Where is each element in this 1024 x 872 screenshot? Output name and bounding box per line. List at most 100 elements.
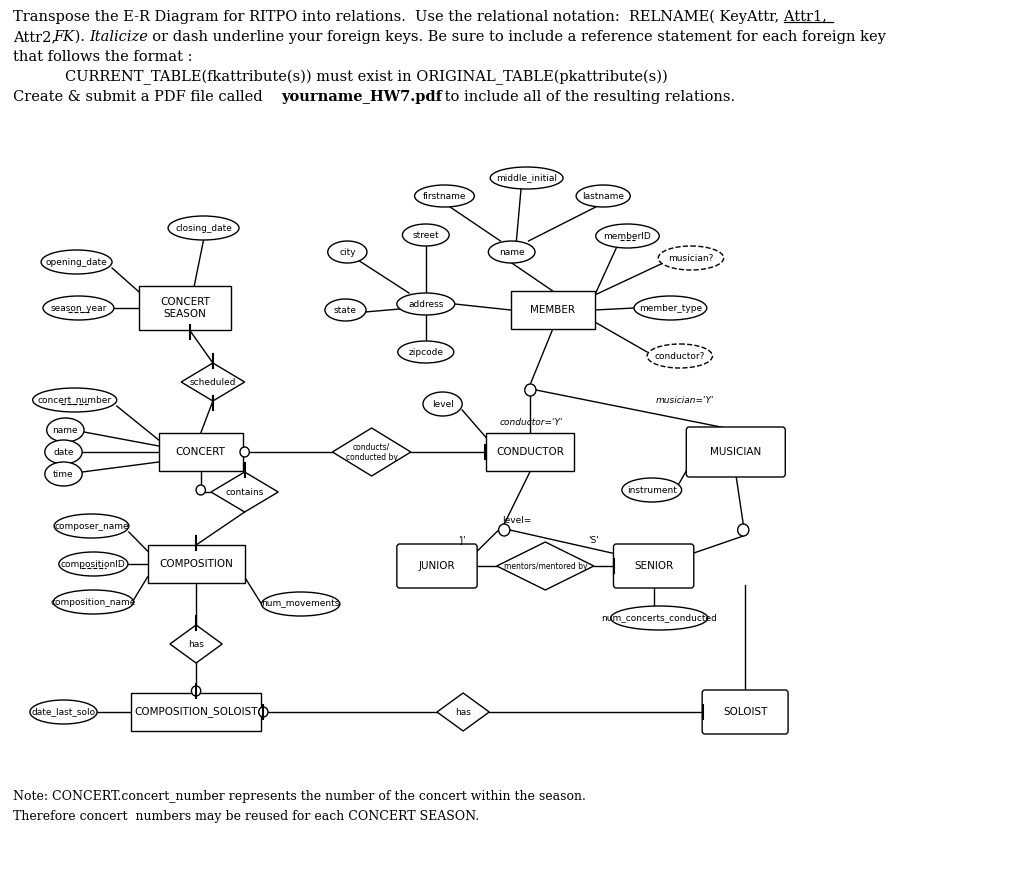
Text: member_type: member_type <box>639 303 702 312</box>
Ellipse shape <box>33 388 117 412</box>
Ellipse shape <box>261 592 340 616</box>
Text: composition_name: composition_name <box>50 597 136 607</box>
Bar <box>131 693 261 731</box>
Polygon shape <box>497 542 594 590</box>
Text: musician?: musician? <box>669 254 714 262</box>
Text: CURRENT_TABLE(fkattribute(s)) must exist in ORIGINAL_TABLE(pkattribute(s)): CURRENT_TABLE(fkattribute(s)) must exist… <box>66 70 668 85</box>
Text: or dash underline your foreign keys. Be sure to include a reference statement fo: or dash underline your foreign keys. Be … <box>143 30 886 44</box>
Bar <box>486 433 574 471</box>
FancyBboxPatch shape <box>613 544 694 588</box>
Text: lastname: lastname <box>583 192 625 201</box>
Text: Transpose the E-R Diagram for RITPO into relations.  Use the relational notation: Transpose the E-R Diagram for RITPO into… <box>13 10 827 24</box>
Bar <box>511 291 595 329</box>
Ellipse shape <box>415 185 474 207</box>
Text: memberID: memberID <box>603 231 651 241</box>
Text: closing_date: closing_date <box>175 223 232 233</box>
Bar <box>139 286 230 330</box>
Text: SENIOR: SENIOR <box>634 561 673 571</box>
Text: composer_name: composer_name <box>54 521 129 530</box>
Text: date_last_solo: date_last_solo <box>32 707 95 717</box>
Text: conductor?: conductor? <box>654 351 705 360</box>
Text: mentors/mentored by: mentors/mentored by <box>504 562 587 570</box>
Text: Attr2,: Attr2, <box>13 30 60 44</box>
Circle shape <box>524 384 536 396</box>
Text: musician='Y': musician='Y' <box>655 396 714 405</box>
Ellipse shape <box>54 514 129 538</box>
Ellipse shape <box>577 185 631 207</box>
Ellipse shape <box>423 392 462 416</box>
Polygon shape <box>211 472 279 512</box>
Text: Therefore concert  numbers may be reused for each CONCERT SEASON.: Therefore concert numbers may be reused … <box>13 810 479 823</box>
Text: COMPOSITION_SOLOIST: COMPOSITION_SOLOIST <box>134 706 258 718</box>
Text: zipcode: zipcode <box>409 348 443 357</box>
Text: concert_number: concert_number <box>38 396 112 405</box>
Text: street: street <box>413 230 439 240</box>
Polygon shape <box>181 363 245 401</box>
Ellipse shape <box>45 440 82 464</box>
Ellipse shape <box>488 241 535 263</box>
Bar <box>159 433 243 471</box>
Ellipse shape <box>168 216 239 240</box>
Ellipse shape <box>402 224 450 246</box>
Ellipse shape <box>41 250 112 274</box>
Text: address: address <box>409 299 443 309</box>
Polygon shape <box>437 693 489 731</box>
Polygon shape <box>333 428 411 476</box>
Text: 'S': 'S' <box>589 535 599 544</box>
Text: num_movements: num_movements <box>261 600 340 609</box>
Polygon shape <box>170 625 222 663</box>
Text: has: has <box>456 707 471 717</box>
Text: city: city <box>339 248 355 256</box>
Text: CONCERT
SEASON: CONCERT SEASON <box>160 297 210 319</box>
Ellipse shape <box>397 341 454 363</box>
Ellipse shape <box>53 590 133 614</box>
Text: to include all of the resulting relations.: to include all of the resulting relation… <box>439 90 735 104</box>
Text: SOLOIST: SOLOIST <box>723 707 767 717</box>
Text: that follows the format :: that follows the format : <box>13 50 193 64</box>
Circle shape <box>737 524 749 536</box>
Text: middle_initial: middle_initial <box>497 174 557 182</box>
Bar <box>147 545 245 583</box>
Text: instrument: instrument <box>627 486 677 494</box>
Text: conducts/
conducted by: conducts/ conducted by <box>346 442 397 461</box>
Ellipse shape <box>43 296 114 320</box>
Text: Create & submit a PDF file called: Create & submit a PDF file called <box>13 90 267 104</box>
Text: name: name <box>52 426 78 434</box>
Ellipse shape <box>596 224 659 248</box>
Text: COMPOSITION: COMPOSITION <box>159 559 233 569</box>
FancyBboxPatch shape <box>702 690 788 734</box>
Text: Note: CONCERT.concert_number represents the number of the concert within the sea: Note: CONCERT.concert_number represents … <box>13 790 586 803</box>
Text: level: level <box>432 399 454 408</box>
Text: contains: contains <box>225 487 264 496</box>
Text: has: has <box>188 639 204 649</box>
Text: MUSICIAN: MUSICIAN <box>711 447 762 457</box>
Ellipse shape <box>658 246 724 270</box>
Ellipse shape <box>325 299 366 321</box>
Text: level=: level= <box>503 515 532 524</box>
Circle shape <box>240 447 249 457</box>
Text: compositionID: compositionID <box>61 560 126 569</box>
Text: state: state <box>334 305 357 315</box>
Text: Italicize: Italicize <box>90 30 148 44</box>
FancyBboxPatch shape <box>686 427 785 477</box>
Ellipse shape <box>634 296 707 320</box>
Circle shape <box>196 485 206 495</box>
Text: FK: FK <box>53 30 74 44</box>
Text: num_concerts_conducted: num_concerts_conducted <box>601 614 717 623</box>
Text: date: date <box>53 447 74 457</box>
Ellipse shape <box>397 293 455 315</box>
Text: time: time <box>53 469 74 479</box>
Text: opening_date: opening_date <box>46 257 108 267</box>
Ellipse shape <box>610 606 708 630</box>
Ellipse shape <box>47 418 84 442</box>
Text: 'J': 'J' <box>459 535 466 544</box>
Text: yourname_HW7.pdf: yourname_HW7.pdf <box>281 90 442 104</box>
Ellipse shape <box>45 462 82 486</box>
Text: MEMBER: MEMBER <box>530 305 575 315</box>
Ellipse shape <box>622 478 682 502</box>
Ellipse shape <box>30 700 97 724</box>
Text: firstname: firstname <box>423 192 466 201</box>
Text: scheduled: scheduled <box>189 378 237 386</box>
Circle shape <box>259 707 268 717</box>
Text: CONCERT: CONCERT <box>176 447 225 457</box>
